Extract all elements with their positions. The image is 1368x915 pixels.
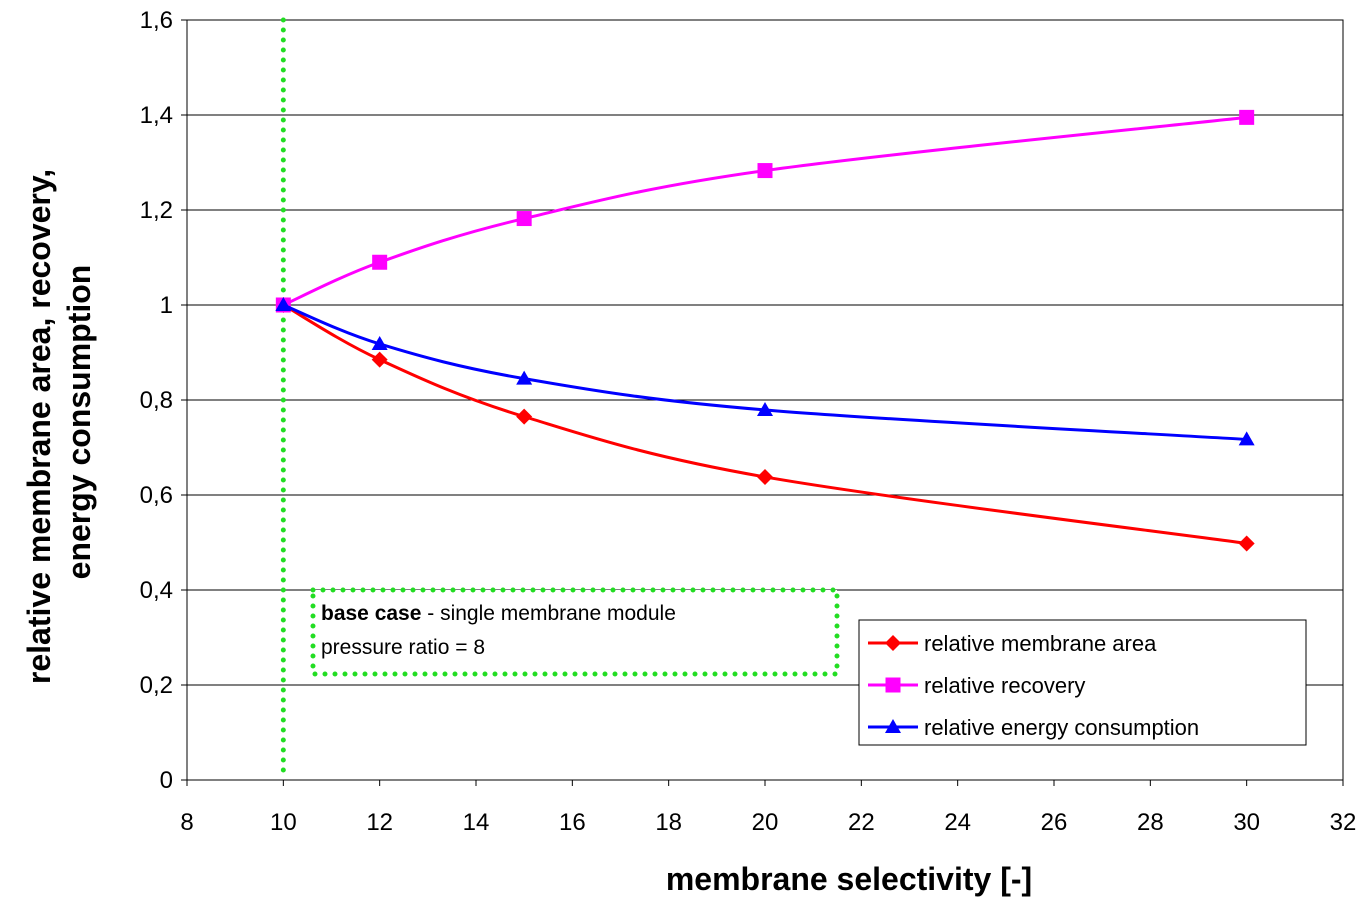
series-line-relative-membrane-area — [282, 303, 1247, 545]
data-point-relative-recovery — [516, 211, 532, 227]
data-point-relative-membrane-area — [757, 468, 773, 485]
x-tick-label: 26 — [1041, 809, 1068, 836]
x-tick-label: 30 — [1233, 809, 1260, 836]
y-tick-label: 0,4 — [140, 577, 173, 604]
y-tick-label: 0,6 — [140, 482, 173, 509]
series-relative-recovery — [275, 109, 1255, 313]
x-tick-label: 28 — [1137, 809, 1164, 836]
x-tick-label: 32 — [1330, 809, 1357, 836]
axis-layer: 0 0,2 0,4 0,6 0,8 1 1,2 1,4 1,6 8 10 12 14 16 18 20 22 24… — [140, 7, 1357, 836]
data-point-relative-recovery — [372, 254, 388, 270]
data-point-relative-energy-consumption — [516, 370, 533, 385]
legend-label: relative recovery — [924, 673, 1085, 698]
data-point-relative-recovery — [1239, 109, 1255, 125]
series-line-relative-recovery — [282, 115, 1247, 307]
annotation-rest-text: - single membrane module — [421, 602, 675, 625]
y-tick-label: 1 — [160, 292, 173, 319]
y-axis-title-line-1: relative membrane area, recovery, — [21, 169, 57, 684]
legend-box — [858, 619, 1307, 746]
annotation-bold-text: base case — [321, 602, 421, 625]
x-tick-label: 10 — [270, 809, 297, 836]
legend: relative membrane area relative recovery r… — [858, 619, 1307, 746]
x-tick-label: 14 — [463, 809, 490, 836]
legend-marker — [885, 635, 901, 651]
y-tick-label: 1,4 — [140, 102, 173, 129]
data-point-relative-energy-consumption — [371, 335, 388, 350]
series-line-relative-energy-consumption — [282, 303, 1247, 441]
legend-item-relative-membrane-area: relative membrane area — [868, 631, 1157, 656]
data-point-relative-membrane-area — [1238, 535, 1255, 552]
annotation-layer: base case - single membrane module pressu… — [310, 587, 840, 677]
data-point-relative-membrane-area — [371, 351, 388, 368]
legend-label: relative energy consumption — [924, 715, 1199, 740]
data-point-relative-energy-consumption — [1238, 431, 1255, 446]
series-relative-membrane-area — [275, 297, 1255, 552]
data-point-relative-membrane-area — [516, 408, 533, 425]
legend-item-relative-recovery: relative recovery — [868, 673, 1085, 698]
x-tick-label: 16 — [559, 809, 586, 836]
x-tick-label: 18 — [655, 809, 682, 836]
y-tick-label: 0,8 — [140, 387, 173, 414]
legend-label: relative membrane area — [924, 631, 1157, 656]
annotation-line-2: pressure ratio = 8 — [321, 636, 485, 659]
data-point-relative-recovery — [757, 163, 773, 179]
data-point-relative-energy-consumption — [275, 297, 292, 311]
x-tick-label: 24 — [944, 809, 971, 836]
legend-item-relative-energy-consumption: relative energy consumption — [868, 715, 1199, 740]
x-axis-title: membrane selectivity [-] — [666, 861, 1032, 897]
x-tick-label: 22 — [848, 809, 875, 836]
series-relative-energy-consumption — [275, 297, 1255, 446]
annotation-box — [310, 587, 840, 677]
y-axis-title-line-2: energy consumption — [61, 265, 97, 580]
y-tick-label: 1,2 — [140, 197, 173, 224]
annotation-line-1: base case - single membrane module — [321, 602, 676, 625]
data-point-relative-energy-consumption — [757, 401, 773, 416]
x-tick-label: 12 — [366, 809, 393, 836]
x-tick-label: 20 — [752, 809, 779, 836]
series-layer — [275, 109, 1255, 552]
x-tick-label: 8 — [180, 809, 193, 836]
y-tick-label: 0,2 — [140, 672, 173, 699]
y-tick-label: 1,6 — [140, 7, 173, 34]
y-tick-label: 0 — [160, 767, 173, 794]
legend-marker — [885, 719, 901, 733]
y-axis-title: relative membrane area, recovery, energy… — [21, 160, 97, 684]
legend-marker — [885, 677, 901, 693]
